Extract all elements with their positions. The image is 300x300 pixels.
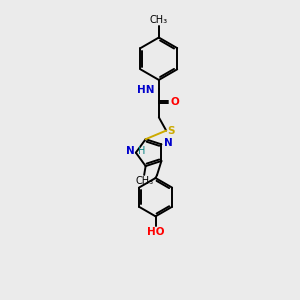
Text: N: N: [126, 146, 134, 156]
Text: HO: HO: [147, 227, 164, 237]
Text: O: O: [170, 97, 179, 107]
Text: CH₃: CH₃: [150, 15, 168, 25]
Text: H: H: [138, 146, 146, 156]
Text: CH₃: CH₃: [135, 176, 153, 186]
Text: HN: HN: [137, 85, 154, 95]
Text: N: N: [164, 138, 172, 148]
Text: S: S: [167, 126, 175, 136]
